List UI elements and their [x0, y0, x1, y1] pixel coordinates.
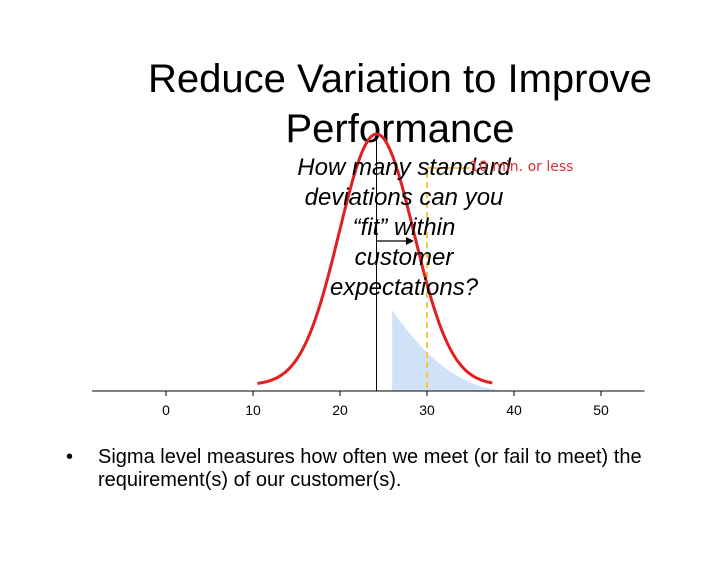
- question-line: deviations can you: [304, 184, 504, 211]
- bullet-text: Sigma level measures how often we meet (…: [98, 446, 642, 491]
- question-line: “fit” within: [352, 214, 456, 241]
- question-text: How many standard deviations can you “fi…: [278, 153, 530, 303]
- x-tick-label: 30: [419, 402, 435, 418]
- x-tick-label: 10: [245, 402, 261, 418]
- question-line: How many standard: [297, 154, 511, 181]
- x-tick-label: 0: [162, 402, 170, 418]
- question-line: customer: [354, 244, 454, 271]
- x-tick-label: 50: [593, 402, 609, 418]
- slide-title: Reduce Variation to Improve Performance: [148, 57, 652, 151]
- x-tick-label: 40: [506, 402, 522, 418]
- sigma-arrowhead: [405, 237, 414, 245]
- bullet-icon: •: [66, 446, 74, 468]
- spec-limit-label: 10 min. or less: [470, 159, 574, 175]
- x-tick-label: 20: [332, 402, 348, 418]
- bullet-point: • Sigma level measures how often we meet…: [66, 446, 666, 492]
- shaded-tail-area: [392, 310, 514, 391]
- x-axis-ticks: [165, 391, 602, 396]
- normal-curve: [257, 132, 493, 385]
- question-line: expectations?: [329, 274, 479, 301]
